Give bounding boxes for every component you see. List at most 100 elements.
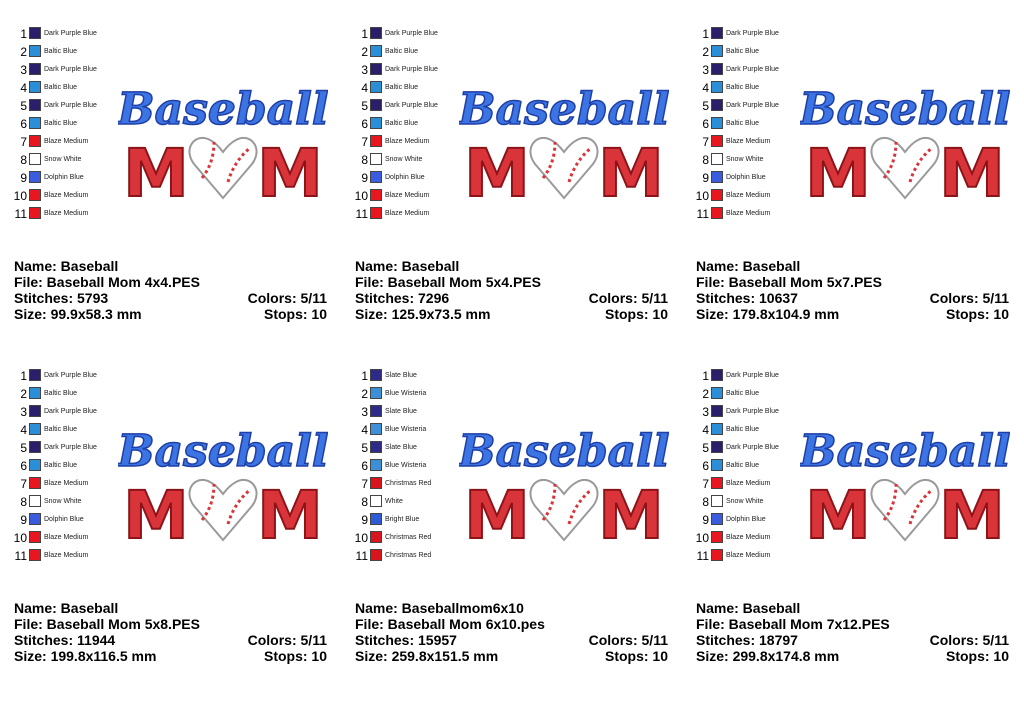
color-number: 2 [20, 387, 27, 401]
color-swatch [29, 81, 41, 93]
color-number: 9 [361, 171, 368, 185]
color-number: 5 [20, 441, 27, 455]
color-number: 10 [13, 531, 27, 545]
color-row: 9 Dolphin Blue [0, 512, 120, 528]
color-name: Snow White [44, 156, 82, 163]
color-number: 11 [696, 207, 709, 221]
stitch-count: Stitches: 15957 [355, 632, 457, 648]
color-row: 4 Baltic Blue [341, 80, 461, 96]
color-number: 7 [702, 477, 709, 491]
color-number: 6 [361, 459, 368, 473]
color-number: 8 [702, 495, 709, 509]
color-row: 3 Dark Purple Blue [0, 62, 120, 78]
color-number: 5 [361, 99, 368, 113]
stitch [541, 483, 557, 521]
design-letter: M [123, 135, 189, 203]
color-row: 5 Slate Blue [341, 440, 461, 456]
color-row: 8 Snow White [0, 494, 120, 510]
color-swatch [711, 153, 723, 165]
color-row: 3 Dark Purple Blue [0, 404, 120, 420]
color-row: 2 Baltic Blue [682, 386, 802, 402]
color-row: 6 Baltic Blue [682, 458, 802, 474]
design-letter: M [123, 477, 189, 545]
color-row: 2 Baltic Blue [0, 386, 120, 402]
color-row: 9 Dolphin Blue [682, 512, 802, 528]
color-number: 7 [702, 135, 709, 149]
color-row: 7 Blaze Medium [0, 476, 120, 492]
color-swatch [711, 27, 723, 39]
color-number: 5 [361, 441, 368, 455]
color-number: 1 [702, 27, 709, 41]
color-row: 9 Dolphin Blue [682, 170, 802, 186]
color-number: 9 [20, 171, 27, 185]
color-row: 11 Blaze Medium [682, 548, 802, 564]
color-swatch [29, 153, 41, 165]
color-swatch [370, 99, 382, 111]
color-swatch [29, 63, 41, 75]
color-count: Colors: 5/11 [247, 632, 327, 648]
heart [188, 137, 258, 200]
panel: 1 Dark Purple Blue 2 Baltic Blue 3 Dark Purpl… [0, 342, 341, 684]
color-swatch [711, 531, 723, 543]
color-swatch [29, 135, 41, 147]
color-name: Dark Purple Blue [726, 408, 779, 415]
design-letter: M [805, 135, 871, 203]
color-number: 2 [361, 45, 368, 59]
color-name: Baltic Blue [726, 120, 760, 127]
design-letter: M [464, 135, 530, 203]
color-row: 9 Dolphin Blue [341, 170, 461, 186]
color-number: 11 [355, 207, 368, 221]
color-row: 3 Dark Purple Blue [341, 62, 461, 78]
color-name: Blaze Medium [726, 138, 771, 145]
color-number: 4 [702, 423, 709, 437]
color-swatch [370, 423, 382, 435]
design-name: Name: Baseball [355, 258, 460, 274]
design-letter: M [939, 477, 1005, 545]
file-name: File: Baseball Mom 7x12.PES [696, 616, 890, 632]
design-word: Baseball [118, 84, 328, 135]
color-swatch [29, 513, 41, 525]
design-word: Baseball [800, 84, 1010, 135]
color-number: 5 [702, 441, 709, 455]
heart [870, 137, 940, 200]
color-number: 7 [361, 477, 368, 491]
color-row: 1 Dark Purple Blue [682, 26, 802, 42]
color-number: 1 [20, 369, 27, 383]
file-name: File: Baseball Mom 5x8.PES [14, 616, 200, 632]
design-size: Size: 179.8x104.9 mm [696, 306, 840, 322]
color-swatch [370, 27, 382, 39]
color-number: 1 [20, 27, 27, 41]
color-name: Dark Purple Blue [726, 372, 779, 379]
color-number: 6 [702, 117, 709, 131]
stitch [882, 483, 898, 521]
design-size: Size: 99.9x58.3 mm [14, 306, 142, 322]
color-number: 1 [361, 27, 368, 41]
panel: 1 Slate Blue 2 Blue Wisteria 3 Slate Blue 4 Blu… [341, 342, 682, 684]
color-row: 9 Bright Blue [341, 512, 461, 528]
design-letter: M [598, 135, 664, 203]
stop-count: Stops: 10 [604, 648, 668, 664]
color-row: 8 Snow White [341, 152, 461, 168]
color-name: Blaze Medium [44, 480, 89, 487]
panel: 1 Dark Purple Blue 2 Baltic Blue 3 Dark Purpl… [341, 0, 682, 342]
design-name: Name: Baseball [14, 600, 119, 616]
color-swatch [29, 459, 41, 471]
color-count: Colors: 5/11 [929, 290, 1009, 306]
color-number: 10 [354, 531, 368, 545]
color-swatch [370, 189, 382, 201]
color-row: 1 Dark Purple Blue [341, 26, 461, 42]
color-name: Dark Purple Blue [44, 444, 97, 451]
color-number: 2 [361, 387, 368, 401]
design-name: Name: Baseballmom6x10 [355, 600, 524, 616]
color-swatch [711, 549, 723, 561]
color-row: 1 Dark Purple Blue [0, 368, 120, 384]
color-name: Bright Blue [385, 516, 420, 523]
color-count: Colors: 5/11 [247, 290, 327, 306]
color-name: Dark Purple Blue [726, 66, 779, 73]
color-name: Dark Purple Blue [44, 102, 97, 109]
color-row: 7 Blaze Medium [0, 134, 120, 150]
color-name: Dolphin Blue [44, 174, 84, 181]
color-name: Blaze Medium [44, 192, 89, 199]
color-swatch [370, 549, 382, 561]
color-name: Dark Purple Blue [726, 444, 779, 451]
